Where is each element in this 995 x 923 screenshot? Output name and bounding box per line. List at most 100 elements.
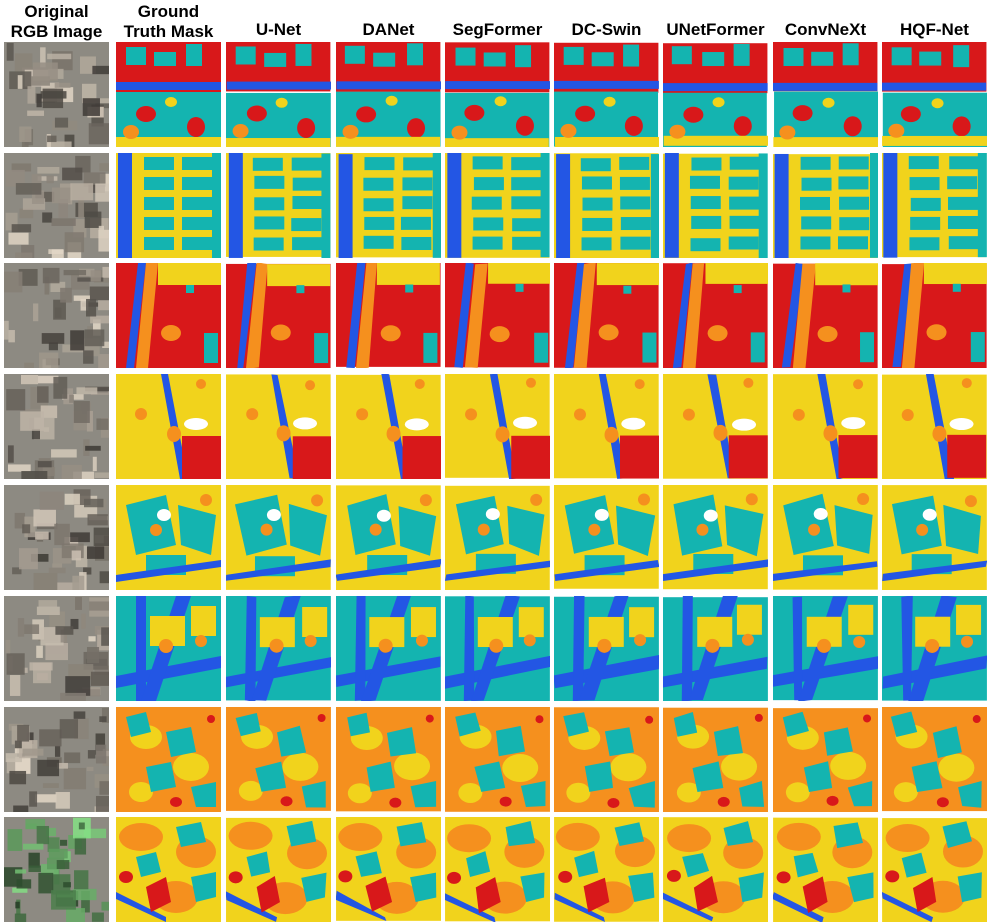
segmentation-mask [116,374,221,479]
segmentation-mask [116,707,221,812]
rgb-image-cell [4,817,109,922]
segmentation-mask [116,596,221,701]
rgb-image-cell [4,485,109,590]
rgb-image-cell [4,263,109,368]
segmentation-mask [116,485,221,590]
segmentation-mask [663,596,768,701]
mask-cell [773,707,878,812]
column-header-label: UNetFormer [666,20,765,39]
mask-cell [116,485,221,590]
segmentation-mask [773,263,878,368]
segmentation-mask [336,374,441,479]
mask-cell [116,707,221,812]
segmentation-mask [663,707,768,812]
segmentation-mask [445,263,550,368]
segmentation-mask [445,596,550,701]
rgb-image-cell [4,153,109,258]
mask-cell [226,374,331,479]
column-header-label: SegFormer [452,20,543,39]
mask-cell [882,42,987,147]
mask-cell [226,596,331,701]
segmentation-mask [116,263,221,368]
segmentation-mask [554,485,659,589]
rgb-image-cell [4,374,109,479]
segmentation-mask [882,374,987,479]
segmentation-mask [445,374,550,479]
segmentation-mask [116,817,221,922]
mask-cell [663,374,768,479]
column-header-label: DANet [362,20,415,39]
mask-cell [336,153,441,258]
segmentation-mask [773,596,878,701]
segmentation-mask [554,374,659,479]
mask-cell [882,485,987,590]
mask-cell [226,485,331,590]
segmentation-mask [116,42,221,147]
segmentation-mask [773,153,878,258]
mask-cell [116,817,221,922]
rgb-image-cell [4,42,109,147]
segmentation-mask [773,708,878,812]
segmentation-mask [336,42,441,147]
mask-cell [882,817,987,922]
column-header: U-Net [218,0,339,40]
segmentation-mask [663,817,768,922]
aerial-photo [4,42,109,147]
mask-cell [445,42,550,147]
segmentation-mask [773,485,878,590]
mask-cell [773,817,878,922]
mask-cell [336,263,441,368]
mask-cell [116,42,221,147]
mask-cell [663,707,768,812]
mask-cell [336,485,441,590]
mask-cell [116,596,221,701]
mask-cell [773,153,878,258]
segmentation-mask [226,817,331,922]
mask-cell [554,153,659,258]
column-header: Ground Truth Mask [108,0,229,42]
aerial-photo [4,153,109,258]
segmentation-mask [663,374,768,479]
mask-cell [663,263,768,368]
mask-cell [116,374,221,479]
segmentation-mask [882,818,987,922]
column-header-label: U-Net [255,20,302,39]
mask-cell [116,263,221,368]
mask-cell [336,374,441,479]
segmentation-mask [882,42,987,147]
mask-cell [554,485,659,590]
segmentation-mask [882,596,987,701]
aerial-photo [4,374,109,479]
mask-cell [663,42,768,147]
column-header-line1: Ground [137,2,200,21]
column-header: ConvNeXt [765,0,886,40]
mask-cell [445,374,550,479]
column-header: SegFormer [437,0,558,40]
mask-cell [554,263,659,368]
mask-cell [445,596,550,701]
mask-cell [882,263,987,368]
segmentation-mask [445,485,550,590]
segmentation-mask [663,153,768,258]
segmentation-mask [554,707,659,812]
mask-cell [226,817,331,922]
mask-cell [226,153,331,258]
segmentation-mask [445,707,550,812]
segmentation-mask [445,817,550,922]
mask-cell [336,707,441,812]
mask-cell [336,817,441,922]
mask-cell [882,596,987,701]
segmentation-mask [554,263,659,368]
segmentation-mask [773,374,878,479]
column-header: HQF-Net [874,0,995,40]
mask-cell [773,596,878,701]
segmentation-mask [336,263,441,368]
mask-cell [882,374,987,479]
segmentation-mask [663,43,768,147]
aerial-photo [4,263,109,368]
segmentation-mask [882,263,987,368]
segmentation-mask [226,374,331,479]
segmentation-mask [554,596,659,701]
rgb-image-cell [4,707,109,812]
